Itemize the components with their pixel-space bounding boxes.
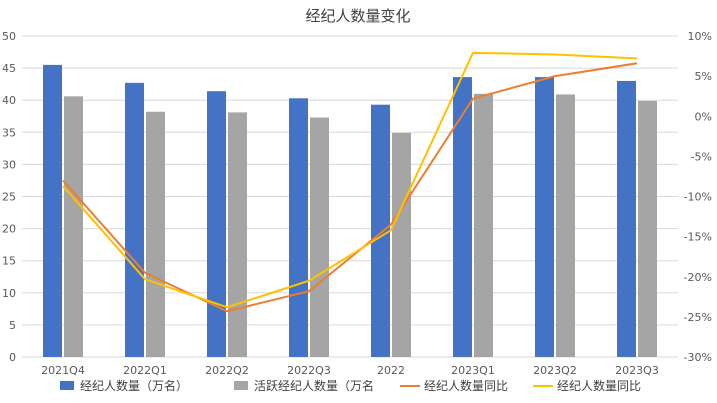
y-left-tick-label: 25 [2, 191, 16, 204]
bar-brokers [43, 64, 62, 357]
legend-label: 活跃经纪人数量（万名 [254, 378, 374, 393]
y-left-tick-label: 50 [2, 30, 16, 43]
y-right-tick-label: -30% [684, 351, 712, 364]
y-left-tick-label: 35 [2, 126, 16, 139]
bar-active-brokers [556, 94, 575, 357]
legend-label: 经纪人数量（万名） [80, 378, 188, 393]
y-left-tick-label: 0 [9, 351, 16, 364]
y-left-tick-label: 40 [2, 94, 16, 107]
y-right-tick-label: -20% [684, 271, 712, 284]
y-left-tick-label: 45 [2, 62, 16, 75]
bar-brokers [535, 77, 554, 357]
y-left-tick-label: 30 [2, 158, 16, 171]
chart-title: 经纪人数量变化 [305, 7, 410, 25]
x-tick-label: 2023Q1 [451, 364, 495, 377]
x-tick-label: 2022 [377, 364, 405, 377]
x-tick-label: 2022Q1 [123, 364, 167, 377]
bar-brokers [289, 98, 308, 358]
bar-brokers [453, 77, 472, 357]
gridlines [22, 35, 678, 358]
bar-active-brokers [392, 132, 411, 357]
y-right-tick-label: 0% [695, 110, 712, 123]
legend-label: 经纪人数量同比 [424, 378, 508, 393]
bar-active-brokers [638, 100, 657, 357]
axes: 0 5 10 15 20 25 30 35 40 45 50 -30% -25% -20% -15% -10%… [2, 30, 712, 377]
legend: 经纪人数量（万名） 活跃经纪人数量（万名 经纪人数量同比 经纪人数量同比 [60, 378, 641, 393]
legend-swatch [60, 381, 74, 390]
legend-label: 经纪人数量同比 [557, 378, 641, 393]
y-left-tick-label: 10 [2, 287, 16, 300]
y-left-tick-label: 20 [2, 223, 16, 236]
y-right-tick-label: -5% [691, 150, 712, 163]
y-left-tick-label: 15 [2, 255, 16, 268]
bar-active-brokers [474, 93, 493, 357]
y-right-tick-label: 10% [688, 30, 712, 43]
legend-swatch [234, 381, 248, 390]
bar-active-brokers [310, 117, 329, 357]
bar-brokers [207, 91, 226, 357]
x-tick-label: 2021Q4 [41, 364, 85, 377]
bar-active-brokers [146, 111, 165, 357]
bar-active-brokers [64, 96, 83, 358]
line-series-1 [62, 62, 638, 313]
bar-brokers [125, 82, 144, 357]
y-right-tick-label: -15% [684, 231, 712, 244]
bars [43, 64, 657, 358]
y-right-tick-label: -25% [684, 311, 712, 324]
y-left-tick-label: 5 [9, 319, 16, 332]
bar-active-brokers [228, 112, 247, 357]
bar-brokers [371, 104, 390, 357]
line-series-2 [62, 51, 638, 309]
lines [62, 51, 638, 313]
x-tick-label: 2022Q2 [205, 364, 249, 377]
bar-brokers [617, 80, 636, 357]
x-tick-label: 2022Q3 [287, 364, 331, 377]
y-right-tick-label: -10% [684, 191, 712, 204]
x-tick-label: 2023Q2 [533, 364, 577, 377]
x-tick-label: 2023Q3 [615, 364, 659, 377]
y-right-tick-label: 5% [695, 70, 712, 83]
